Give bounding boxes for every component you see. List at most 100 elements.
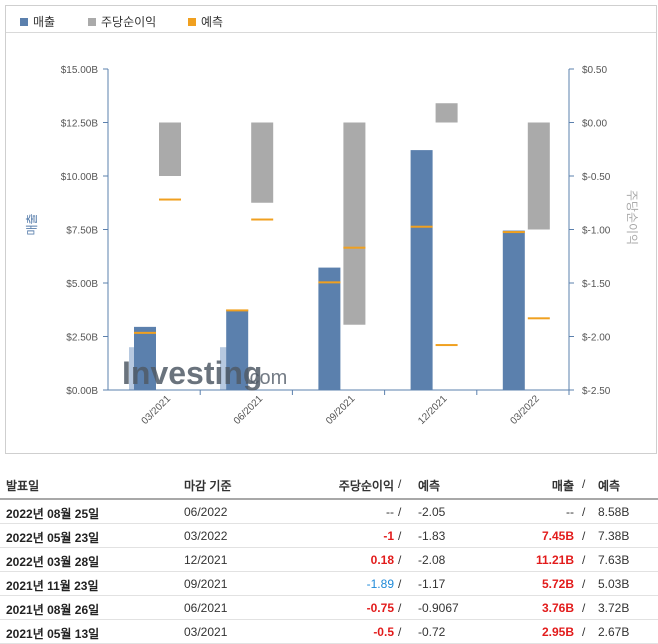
eps-forecast-mark bbox=[343, 246, 366, 249]
cell-eps-forecast: -0.72 bbox=[418, 625, 446, 639]
eps-forecast-mark bbox=[159, 198, 181, 201]
earnings-chart: 매출 주당순이익 예측 $15.00B $12.50B $10.00B $7.50B $… bbox=[5, 5, 657, 454]
cell-revenue: 3.76B bbox=[541, 601, 574, 615]
revenue-forecast-mark bbox=[502, 231, 525, 234]
table-header: 발표일 마감 기준 주당순이익 / 예측 매출 / 예측 bbox=[0, 471, 658, 500]
table-row: 2022년 08월 25일 06/2022 -- / -2.05 -- / 8.58B bbox=[0, 500, 658, 524]
y-left-tick-label: $0.00B bbox=[66, 386, 98, 397]
cell-period: 09/2021 bbox=[184, 577, 228, 591]
y-right-axis-title: 주당순이익 bbox=[625, 190, 639, 245]
legend-label-revenue: 매출 bbox=[33, 15, 56, 29]
cell-sep: / bbox=[398, 601, 402, 615]
revenue-bar bbox=[502, 230, 525, 390]
cell-period: 03/2022 bbox=[184, 529, 228, 543]
legend-swatch-eps bbox=[88, 17, 96, 26]
legend-label-eps: 주당순이익 bbox=[101, 15, 157, 29]
cell-sep: / bbox=[398, 529, 402, 543]
table-row: 2021년 08월 26일 06/2021 -0.75 / -0.9067 3.76B / 3… bbox=[0, 596, 658, 620]
header-eps-forecast[interactable]: 예측 bbox=[418, 479, 441, 493]
legend-item-forecast[interactable]: 예측 bbox=[188, 13, 223, 30]
header-revenue[interactable]: 매출 bbox=[551, 479, 574, 493]
header-period[interactable]: 마감 기준 bbox=[184, 479, 232, 493]
cell-eps-forecast: -2.05 bbox=[418, 505, 446, 519]
y-right-tick-label: $-2.50 bbox=[582, 386, 611, 397]
cell-eps-forecast: -1.83 bbox=[418, 529, 446, 543]
cell-revenue: 2.95B bbox=[541, 625, 574, 639]
cell-revenue: 5.72B bbox=[541, 577, 574, 591]
cell-sep: / bbox=[398, 553, 402, 567]
header-date[interactable]: 발표일 bbox=[6, 479, 40, 493]
eps-forecast-mark bbox=[435, 344, 458, 347]
eps-bar bbox=[159, 122, 181, 176]
eps-bar bbox=[435, 103, 458, 123]
x-tick-label: 06/2021 bbox=[232, 393, 266, 427]
eps-forecast-mark bbox=[527, 317, 550, 320]
y-right-tick-label: $-2.00 bbox=[582, 333, 611, 344]
cell-sep: / bbox=[398, 505, 402, 519]
cell-period: 03/2021 bbox=[184, 625, 228, 639]
revenue-forecast-mark bbox=[318, 281, 341, 284]
legend-item-eps[interactable]: 주당순이익 bbox=[88, 13, 156, 30]
eps-bar bbox=[251, 122, 274, 203]
cell-revenue-forecast: 3.72B bbox=[598, 601, 630, 615]
cell-period: 12/2021 bbox=[184, 553, 228, 567]
header-eps[interactable]: 주당순이익 bbox=[338, 479, 394, 493]
y-left-tick-label: $2.50B bbox=[66, 333, 98, 344]
cell-date: 2021년 08월 26일 bbox=[6, 603, 100, 617]
eps-bar bbox=[527, 122, 550, 230]
cell-revenue-forecast: 5.03B bbox=[598, 577, 630, 591]
revenue-bar bbox=[410, 150, 433, 390]
cell-period: 06/2022 bbox=[184, 505, 228, 519]
cell-eps-forecast: -2.08 bbox=[418, 553, 446, 567]
cell-eps: -1.89 bbox=[366, 577, 394, 591]
x-tick-label: 09/2021 bbox=[324, 393, 358, 427]
revenue-bar bbox=[318, 267, 341, 390]
cell-sep: / bbox=[582, 625, 586, 639]
y-left-axis-title: 매출 bbox=[25, 213, 39, 235]
cell-sep: / bbox=[582, 553, 586, 567]
x-tick-label: 03/2021 bbox=[140, 393, 174, 427]
cell-date: 2022년 08월 25일 bbox=[6, 507, 100, 521]
revenue-forecast-mark bbox=[410, 225, 433, 228]
cell-sep: / bbox=[398, 577, 402, 591]
cell-sep: / bbox=[582, 505, 586, 519]
y-right-tick-label: $0.50 bbox=[582, 65, 607, 76]
y-right-tick-label: $-0.50 bbox=[582, 172, 611, 183]
chart-plot: $15.00B $12.50B $10.00B $7.50B $5.00B $2.50B $… bbox=[25, 65, 639, 427]
cell-eps: -1 bbox=[383, 529, 394, 543]
revenue-forecast-mark bbox=[226, 309, 249, 312]
cell-revenue: 11.21B bbox=[535, 553, 574, 567]
eps-forecast-mark bbox=[251, 218, 274, 221]
cell-sep: / bbox=[582, 577, 586, 591]
legend-item-revenue[interactable]: 매출 bbox=[20, 13, 55, 30]
watermark-logo-suffix: .com bbox=[244, 367, 287, 389]
cell-revenue-forecast: 2.67B bbox=[598, 625, 630, 639]
cell-revenue-forecast: 7.38B bbox=[598, 529, 630, 543]
table-row: 2021년 05월 13일 03/2021 -0.5 / -0.72 2.95B / 2.67… bbox=[0, 620, 658, 644]
revenue-forecast-mark bbox=[134, 331, 156, 334]
legend-swatch-revenue bbox=[20, 17, 28, 26]
chart-legend: 매출 주당순이익 예측 bbox=[6, 6, 656, 33]
cell-eps: -- bbox=[386, 505, 394, 519]
table-row: 2021년 11월 23일 09/2021 -1.89 / -1.17 5.72B / 5.0… bbox=[0, 572, 658, 596]
header-revenue-forecast[interactable]: 예측 bbox=[598, 479, 621, 493]
table-body: 2022년 08월 25일 06/2022 -- / -2.05 --/8.58B 2022… bbox=[0, 500, 658, 644]
cell-eps: -0.75 bbox=[366, 601, 394, 615]
cell-eps: 0.18 bbox=[370, 553, 394, 567]
legend-label-forecast: 예측 bbox=[201, 15, 224, 29]
cell-date: 2022년 05월 23일 bbox=[6, 531, 100, 545]
x-tick-label: 12/2021 bbox=[416, 393, 450, 427]
watermark-logo: Investing bbox=[122, 355, 262, 391]
eps-bar bbox=[343, 122, 366, 325]
table-row: 2022년 05월 23일 03/2022 -1 / -1.83 7.45B / 7.38B bbox=[0, 524, 658, 548]
table-row: 2022년 03월 28일 12/2021 0.18 / -2.08 11.21B / 7.6… bbox=[0, 548, 658, 572]
cell-revenue-forecast: 8.58B bbox=[598, 505, 630, 519]
cell-eps-forecast: -1.17 bbox=[418, 577, 446, 591]
y-left-tick-label: $7.50B bbox=[66, 226, 98, 237]
earnings-table: 발표일 마감 기준 주당순이익 / 예측 매출 / 예측 2022년 08월 2… bbox=[0, 471, 658, 644]
y-right-tick-label: $-1.00 bbox=[582, 226, 611, 237]
legend-swatch-forecast bbox=[188, 17, 196, 26]
y-left-tick-label: $10.00B bbox=[61, 172, 99, 183]
y-left-tick-label: $15.00B bbox=[61, 65, 99, 76]
cell-period: 06/2021 bbox=[184, 601, 228, 615]
